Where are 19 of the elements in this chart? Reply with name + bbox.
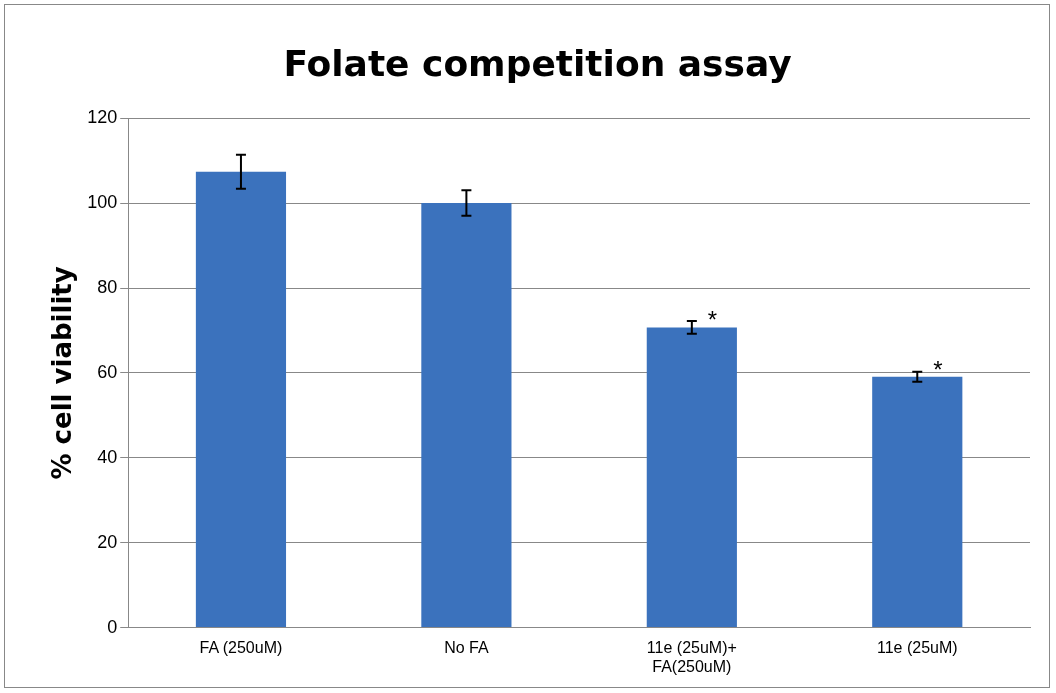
y-tick-label: 120 — [87, 107, 118, 128]
y-tick-label: 100 — [87, 192, 118, 213]
x-tick-label: No FA — [444, 638, 489, 656]
y-tick-label: 40 — [97, 446, 118, 467]
bar — [421, 203, 512, 628]
x-tick-label: 11e (25uM)+ FA(250uM) — [646, 638, 737, 675]
y-tick-label: 0 — [107, 616, 118, 637]
y-tick-label: 80 — [97, 276, 118, 297]
annotation: * — [933, 356, 943, 384]
chart-title: Folate competition assay — [283, 42, 792, 84]
x-tick-label: FA (250uM) — [199, 638, 283, 656]
bar — [195, 171, 287, 628]
y-axis-title: % cell viability — [47, 266, 78, 480]
y-tick-label: 60 — [97, 361, 118, 382]
y-tick-label: 20 — [97, 531, 118, 552]
annotation: * — [707, 305, 718, 333]
x-tick-label: 11e (25uM) — [876, 638, 958, 656]
bar — [646, 327, 737, 628]
bar — [872, 376, 963, 628]
